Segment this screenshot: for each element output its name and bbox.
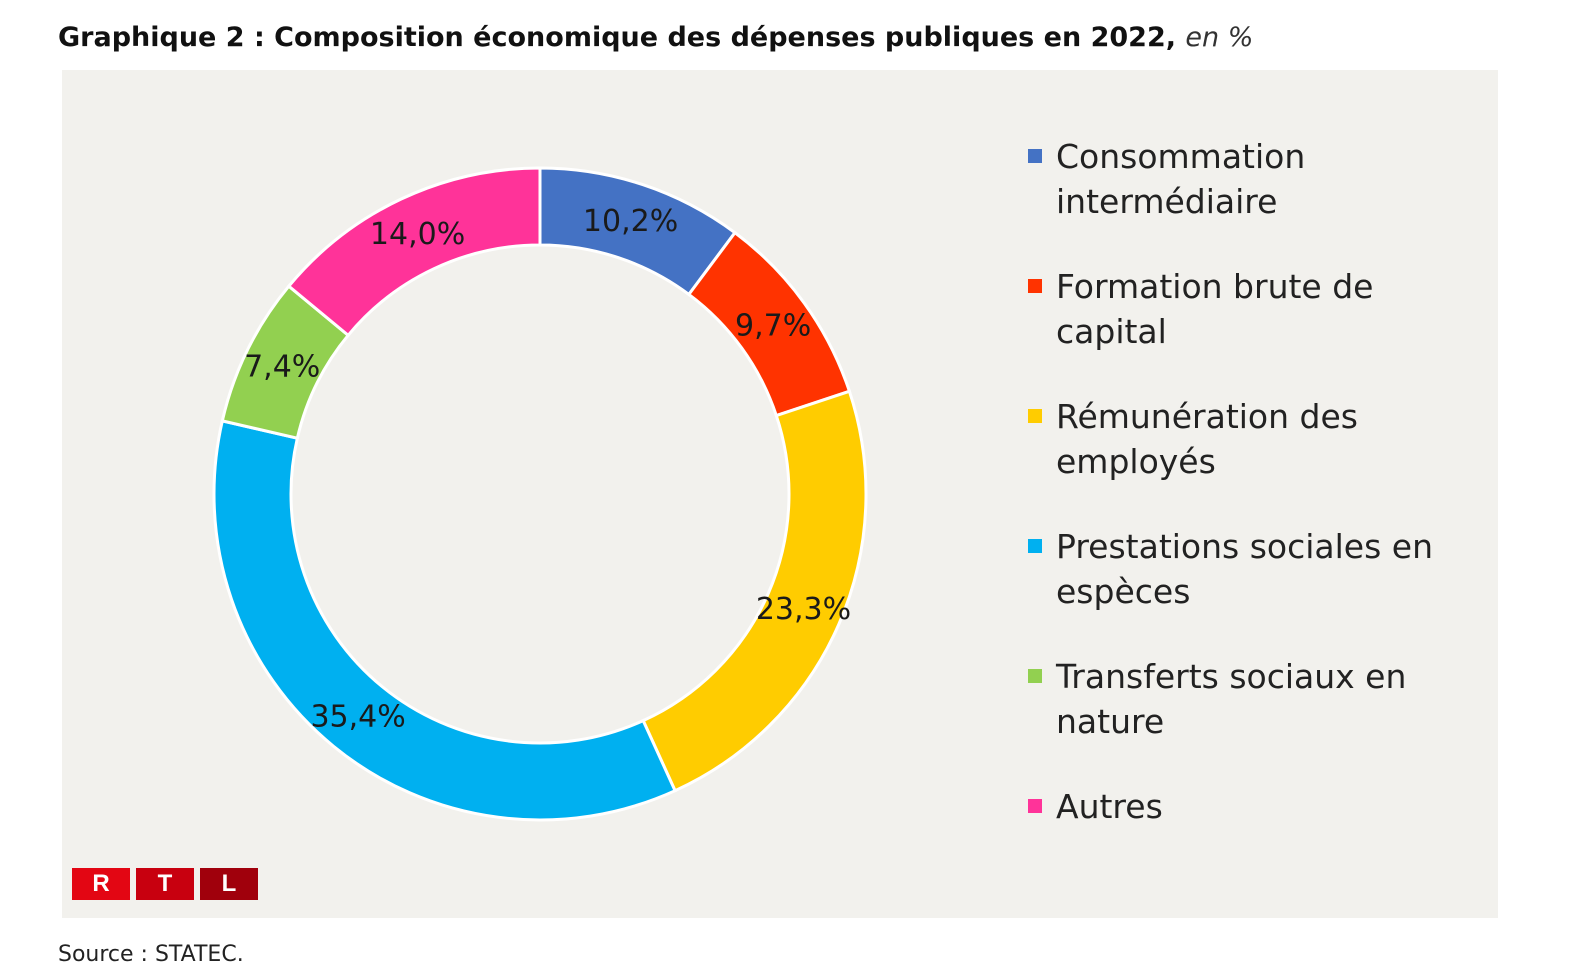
legend-item: Rémunération des employés xyxy=(1028,394,1468,484)
legend-item: Formation brute de capital xyxy=(1028,264,1468,354)
legend-label: nature xyxy=(1056,702,1165,741)
legend-item: Consommation intermédiaire xyxy=(1028,134,1468,224)
legend-label: capital xyxy=(1056,312,1167,351)
legend-item: Transferts sociaux en nature xyxy=(1028,654,1468,744)
rtl-logo: R T L xyxy=(72,868,258,900)
chart-title: Graphique 2 : Composition économique des… xyxy=(58,22,1254,53)
legend-label: intermédiaire xyxy=(1056,182,1278,221)
data-label: 23,3% xyxy=(756,592,851,627)
legend: Consommation intermédiaire Formation brute… xyxy=(1028,134,1468,829)
donut-chart: 10,2% 9,7% 23,3% 35,4% 7,4% 14,0% xyxy=(212,166,868,822)
donut-slice-6 xyxy=(286,166,542,338)
legend-label: Consommation xyxy=(1056,137,1306,176)
legend-label: employés xyxy=(1056,442,1216,481)
donut-slice-3 xyxy=(641,389,868,793)
legend-swatch xyxy=(1028,149,1042,163)
legend-label: espèces xyxy=(1056,572,1191,611)
logo-letter-l: L xyxy=(200,868,258,900)
legend-label: Transferts sociaux en xyxy=(1056,657,1407,696)
data-label: 10,2% xyxy=(583,204,678,239)
logo-letter-t: T xyxy=(136,868,194,900)
chart-panel: 10,2% 9,7% 23,3% 35,4% 7,4% 14,0% Consommatio… xyxy=(62,70,1498,918)
legend-item: Prestations sociales en espèces xyxy=(1028,524,1468,614)
logo-letter-r: R xyxy=(72,868,130,900)
data-label: 14,0% xyxy=(370,217,465,252)
chart-title-unit: en % xyxy=(1185,22,1254,53)
legend-swatch xyxy=(1028,279,1042,293)
donut-slice-4 xyxy=(212,419,678,822)
legend-swatch xyxy=(1028,669,1042,683)
legend-label: Rémunération des xyxy=(1056,397,1358,436)
legend-swatch xyxy=(1028,409,1042,423)
data-label: 9,7% xyxy=(735,309,811,344)
data-label: 35,4% xyxy=(310,700,405,735)
legend-swatch xyxy=(1028,799,1042,813)
data-label: 7,4% xyxy=(244,350,320,385)
legend-label: Prestations sociales en xyxy=(1056,527,1434,566)
legend-label: Formation brute de xyxy=(1056,267,1374,306)
legend-label: Autres xyxy=(1056,787,1163,826)
legend-swatch xyxy=(1028,539,1042,553)
source-note: Source : STATEC. xyxy=(58,942,244,967)
legend-item: Autres xyxy=(1028,784,1468,829)
